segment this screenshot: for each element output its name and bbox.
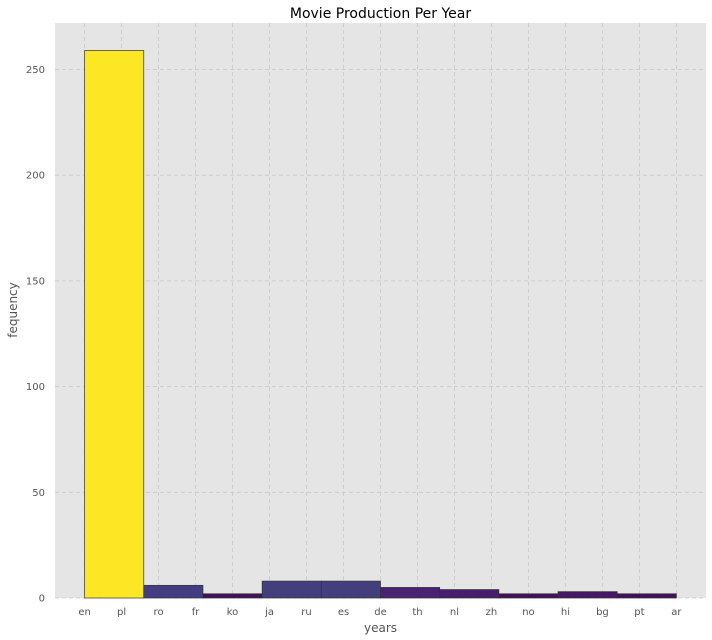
histogram-bar: [261, 580, 322, 599]
histogram-bar: [202, 593, 263, 599]
y-tick-label: 150: [26, 276, 45, 287]
x-tick-label: pt: [634, 607, 644, 618]
histogram-bar: [616, 593, 677, 599]
y-tick-label: 0: [39, 594, 45, 605]
histogram-bar: [320, 580, 381, 599]
x-tick-label: pl: [117, 607, 126, 618]
x-tick-label: hi: [561, 607, 570, 618]
y-tick-labels: 0 50 100 150 200 250: [26, 65, 45, 604]
y-tick-label: 100: [26, 382, 45, 393]
x-tick-label: zh: [486, 607, 498, 618]
x-tick-label: th: [412, 607, 422, 618]
x-tick-label: en: [78, 607, 91, 618]
x-tick-label: es: [338, 607, 349, 618]
x-tick-label: fr: [192, 607, 201, 618]
y-tick-label: 50: [32, 488, 45, 499]
bars: [84, 50, 677, 599]
x-tick-label: ru: [301, 607, 311, 618]
x-tick-label: no: [522, 607, 534, 618]
histogram-bar: [143, 584, 204, 599]
x-tick-label: ja: [264, 607, 274, 618]
histogram-bar: [380, 587, 441, 599]
x-axis-label: years: [364, 621, 397, 635]
chart-title: Movie Production Per Year: [290, 6, 471, 22]
histogram-bar: [557, 591, 618, 599]
histogram-bar: [498, 593, 559, 599]
x-tick-label: bg: [596, 607, 609, 618]
x-tick-labels: en pl ro fr ko ja ru es de th nl zh no hi bg pt ar: [78, 607, 682, 618]
y-axis-label: fequency: [6, 282, 20, 338]
y-tick-label: 200: [26, 171, 45, 182]
histogram-bar: [439, 589, 500, 599]
histogram-bar: [84, 50, 145, 599]
x-tick-label: ar: [671, 607, 682, 618]
y-tick-label: 250: [26, 65, 45, 76]
x-tick-label: de: [374, 607, 387, 618]
x-tick-label: ko: [227, 607, 239, 618]
x-tick-label: ro: [154, 607, 164, 618]
x-tick-label: nl: [450, 607, 459, 618]
